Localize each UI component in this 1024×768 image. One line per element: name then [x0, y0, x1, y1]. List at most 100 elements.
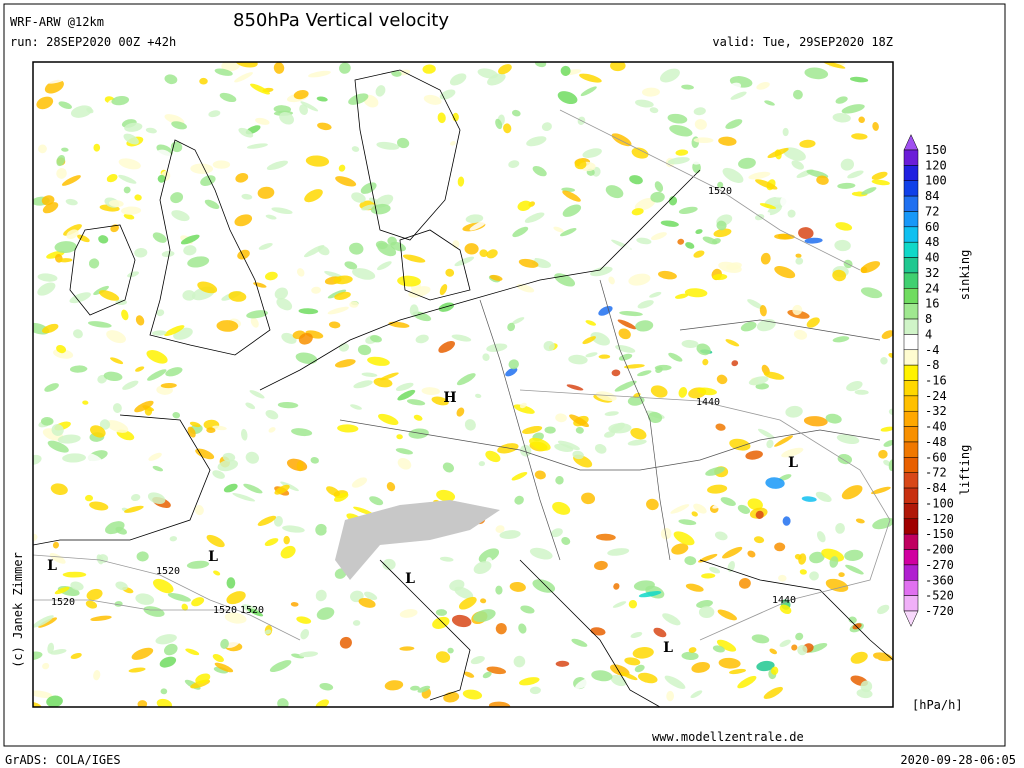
field-cell	[753, 536, 765, 544]
field-cell	[808, 467, 829, 479]
model: WRF-ARW @12km	[10, 15, 104, 29]
field-cell	[579, 73, 602, 83]
field-cell	[871, 486, 891, 495]
field-cell	[33, 615, 54, 628]
field-cell	[36, 96, 54, 110]
field-cell	[696, 600, 713, 609]
field-cell	[624, 657, 641, 666]
field-cell	[737, 675, 757, 689]
field-cell	[798, 227, 814, 240]
colorbar-label: 8	[925, 312, 932, 326]
field-cell	[646, 498, 659, 511]
field-cell	[96, 554, 104, 565]
field-cell	[853, 184, 865, 193]
field-cell	[507, 322, 515, 332]
field-cell	[131, 647, 154, 660]
coast	[519, 559, 661, 707]
colorbar-label: 120	[925, 158, 947, 172]
field-cell	[855, 518, 865, 524]
field-cell	[552, 501, 571, 515]
field-cell	[562, 190, 581, 202]
field-cell	[518, 258, 539, 268]
map-frame	[32, 61, 894, 708]
field-cell	[718, 136, 737, 146]
field-cell	[316, 607, 335, 620]
field-cell	[477, 68, 498, 79]
field-cell	[705, 466, 726, 476]
field-cell	[638, 591, 662, 598]
field-cell	[717, 609, 737, 621]
field-cell	[115, 581, 128, 591]
field-cell	[62, 453, 86, 463]
field-cell	[217, 459, 239, 472]
field-cell	[571, 638, 588, 647]
field-cell	[265, 410, 279, 420]
field-cell	[544, 426, 556, 434]
field-cell	[134, 247, 148, 258]
coast	[354, 69, 461, 241]
field-cell	[339, 636, 352, 649]
field-cell	[334, 291, 351, 300]
field-cell	[82, 400, 89, 405]
field-cell	[41, 195, 55, 206]
field-cell	[245, 402, 256, 410]
field-cell	[58, 258, 73, 263]
colorbar-label: 4	[925, 327, 932, 341]
coastlines	[33, 69, 893, 707]
field-cell	[402, 254, 426, 263]
field-cell	[760, 252, 771, 265]
field-cell	[108, 490, 128, 500]
field-cell	[191, 597, 205, 607]
field-cell	[70, 652, 82, 659]
field-cell	[720, 497, 736, 507]
colorbar-label: -360	[925, 573, 954, 587]
field-cell	[431, 396, 449, 406]
field-cell	[224, 612, 247, 624]
field-cell	[660, 220, 679, 227]
field-cell	[134, 194, 142, 201]
field-cell	[167, 592, 191, 602]
field-cell	[872, 517, 893, 530]
field-cell	[235, 173, 249, 183]
field-cell	[206, 534, 225, 548]
field-cell	[594, 444, 607, 454]
field-cell	[93, 143, 101, 152]
field-cell	[382, 558, 396, 571]
field-cell	[473, 609, 496, 623]
field-cell	[716, 220, 727, 231]
field-cell	[364, 591, 378, 601]
field-cell	[305, 155, 330, 167]
field-cell	[358, 597, 376, 608]
colorbar-label: 60	[925, 220, 939, 234]
field-cell	[697, 387, 717, 396]
field-cell	[98, 235, 109, 244]
field-cell	[123, 186, 131, 194]
field-cell	[617, 319, 637, 330]
colorbar-label: -150	[925, 527, 954, 541]
field-cell	[124, 122, 143, 132]
field-cell	[450, 141, 456, 146]
field-cell	[130, 494, 141, 502]
field-cell	[37, 273, 58, 282]
field-cell	[595, 391, 617, 402]
coast	[699, 559, 893, 661]
field-cell	[223, 483, 238, 493]
field-cell	[128, 667, 146, 673]
field-cell	[503, 123, 512, 134]
field-cell	[832, 269, 847, 282]
field-cell	[399, 646, 415, 651]
field-cell	[333, 275, 353, 285]
colorbar-label: -16	[925, 374, 947, 388]
field-cell	[90, 425, 106, 438]
field-cell	[147, 492, 166, 505]
unit: [hPa/h]	[912, 698, 963, 712]
field-cell	[731, 360, 739, 367]
field-cell	[872, 122, 879, 131]
field-cell	[356, 225, 373, 233]
colorbar-segment	[903, 195, 919, 212]
contour-label: 1520	[240, 605, 264, 616]
colorbar-segment	[903, 595, 919, 612]
field-cell	[41, 323, 59, 334]
contour-label: 1440	[696, 397, 720, 408]
colorbar-label: 40	[925, 251, 939, 265]
